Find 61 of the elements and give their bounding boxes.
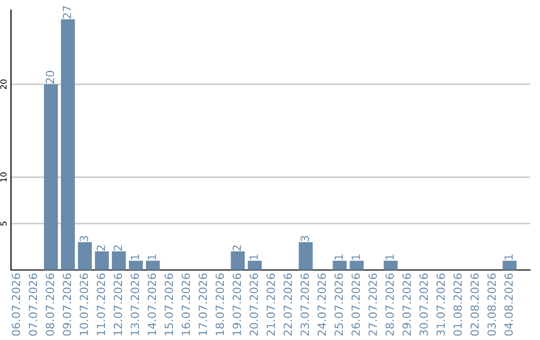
bar [230, 251, 245, 270]
bar [502, 260, 517, 270]
x-tick-label: 27.07.2026 [368, 273, 377, 336]
x-tick-label: 01.08.2026 [453, 273, 462, 336]
data-label: 3 [300, 236, 309, 242]
x-tick-label: 21.07.2026 [266, 273, 275, 336]
x-tick-label: 24.07.2026 [318, 273, 326, 336]
y-tick-label: 20 [0, 80, 7, 89]
x-tick-label: 30.07.2026 [419, 273, 428, 336]
x-tick-label: 17.07.2026 [198, 273, 208, 336]
x-tick-label: 07.07.2026 [28, 273, 38, 336]
x-tick-label: 13.07.2026 [130, 273, 140, 336]
bar [350, 260, 364, 270]
x-tick-label: 29.07.2026 [402, 273, 411, 336]
x-tick-label: 18.07.2026 [216, 273, 224, 336]
x-tick-label: 22.07.2026 [284, 273, 292, 336]
x-tick-label: 31.07.2026 [436, 273, 445, 336]
data-label: 2 [114, 245, 122, 251]
data-label: 1 [130, 254, 139, 260]
x-tick-label: 14.07.2026 [148, 273, 156, 336]
x-tick-label: 23.07.2026 [300, 273, 309, 336]
x-tick-label: 25.07.2026 [334, 273, 343, 336]
x-tick-label: 10.07.2026 [80, 273, 88, 336]
bar [112, 251, 126, 270]
data-label: 1 [352, 254, 360, 260]
data-label: 3 [80, 236, 88, 242]
x-tick-label: 26.07.2026 [352, 273, 360, 336]
data-label: 20 [46, 70, 54, 84]
bar [146, 260, 160, 270]
x-tick-label: 11.07.2026 [96, 273, 106, 336]
x-tick-label: 16.07.2026 [182, 273, 190, 336]
bar [332, 260, 347, 270]
x-tick-label: 03.08.2026 [487, 273, 496, 336]
bar [60, 19, 75, 270]
x-tick-label: 06.07.2026 [12, 273, 20, 336]
bar [78, 242, 92, 270]
x-tick-label: 12.07.2026 [114, 273, 122, 336]
bar [94, 251, 109, 270]
data-label: 1 [504, 254, 513, 260]
data-label: 27 [62, 6, 71, 18]
y-tick-label: 10 [0, 172, 7, 182]
x-tick-label: 04.08.2026 [504, 273, 513, 336]
bar [44, 84, 58, 270]
data-label: 1 [386, 254, 394, 260]
data-label: 1 [250, 254, 258, 260]
x-tick-label: 20.07.2026 [250, 273, 258, 336]
y-tick-label: 5 [0, 222, 7, 226]
data-label: 1 [334, 254, 343, 260]
data-label: 2 [96, 245, 105, 251]
x-tick-label: 02.08.2026 [470, 273, 479, 336]
x-tick-label: 28.07.2026 [386, 273, 394, 336]
bar [298, 242, 313, 270]
x-tick-label: 08.07.2026 [46, 273, 54, 336]
data-label: 2 [232, 245, 241, 251]
bar [248, 260, 262, 270]
x-tick-label: 09.07.2026 [62, 273, 72, 336]
bar [384, 260, 398, 270]
x-tick-label: 19.07.2026 [232, 273, 242, 336]
data-label: 1 [148, 254, 156, 260]
bar [128, 260, 143, 270]
x-tick-label: 15.07.2026 [164, 273, 174, 336]
